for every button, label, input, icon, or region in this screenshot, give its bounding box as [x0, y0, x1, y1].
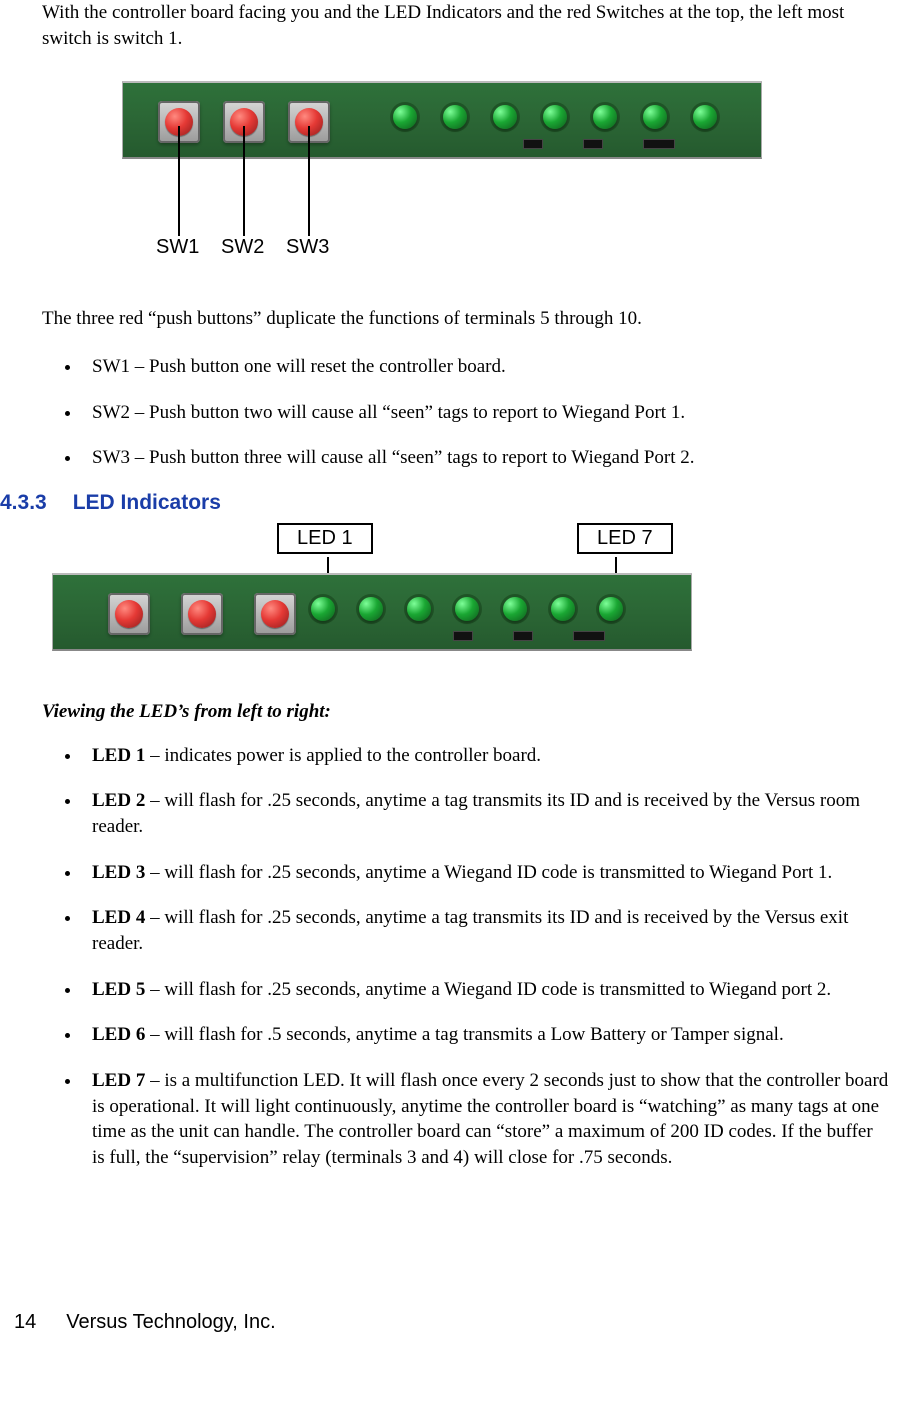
led-icon — [543, 105, 567, 129]
section-heading: 4.3.3 LED Indicators — [0, 491, 889, 515]
led-1-icon — [311, 597, 335, 621]
led1-callout: LED 1 — [277, 523, 373, 554]
footer-company: Versus Technology, Inc. — [66, 1311, 275, 1333]
led-5-icon — [503, 597, 527, 621]
led-icon — [493, 105, 517, 129]
page-number: 14 — [14, 1311, 36, 1333]
switch-list: SW1 – Push button one will reset the con… — [42, 354, 889, 471]
led-icon — [443, 105, 467, 129]
led-6-icon — [551, 597, 575, 621]
led-item: LED 1 – indicates power is applied to th… — [82, 743, 889, 769]
push-button-icon — [254, 593, 296, 635]
led-item: LED 4 – will flash for .25 seconds, anyt… — [82, 905, 889, 956]
pcb-board — [122, 81, 762, 159]
push-button-icon — [181, 593, 223, 635]
led-2-icon — [359, 597, 383, 621]
section-number: 4.3.3 — [0, 491, 47, 514]
sw1-label: SW1 — [156, 236, 199, 259]
led-item: LED 6 – will flash for .5 seconds, anyti… — [82, 1022, 889, 1048]
led-icon — [593, 105, 617, 129]
led-diagram: LED 1 LED 7 — [52, 523, 889, 651]
switch-item: SW3 – Push button three will cause all “… — [82, 445, 889, 471]
section-title: LED Indicators — [73, 491, 221, 514]
intro-paragraph: With the controller board facing you and… — [42, 0, 889, 51]
led-item: LED 3 – will flash for .25 seconds, anyt… — [82, 860, 889, 886]
push-buttons-paragraph: The three red “push buttons” duplicate t… — [42, 306, 889, 332]
pcb-board — [52, 573, 692, 651]
switch-diagram: SW1 SW2 SW3 — [122, 81, 889, 276]
led-item: LED 7 – is a multifunction LED. It will … — [82, 1068, 889, 1171]
led-list: LED 1 – indicates power is applied to th… — [42, 743, 889, 1171]
led-view-heading: Viewing the LED’s from left to right: — [42, 701, 889, 723]
sw3-label: SW3 — [286, 236, 329, 259]
led-3-icon — [407, 597, 431, 621]
led-item: LED 2 – will flash for .25 seconds, anyt… — [82, 788, 889, 839]
led-icon — [693, 105, 717, 129]
led-icon — [393, 105, 417, 129]
led-item: LED 5 – will flash for .25 seconds, anyt… — [82, 977, 889, 1003]
page-footer: 14 Versus Technology, Inc. — [0, 1311, 889, 1334]
push-button-icon — [108, 593, 150, 635]
sw2-label: SW2 — [221, 236, 264, 259]
led-icon — [643, 105, 667, 129]
led7-callout: LED 7 — [577, 523, 673, 554]
switch-item: SW1 – Push button one will reset the con… — [82, 354, 889, 380]
led-7-icon — [599, 597, 623, 621]
switch-item: SW2 – Push button two will cause all “se… — [82, 400, 889, 426]
led-4-icon — [455, 597, 479, 621]
